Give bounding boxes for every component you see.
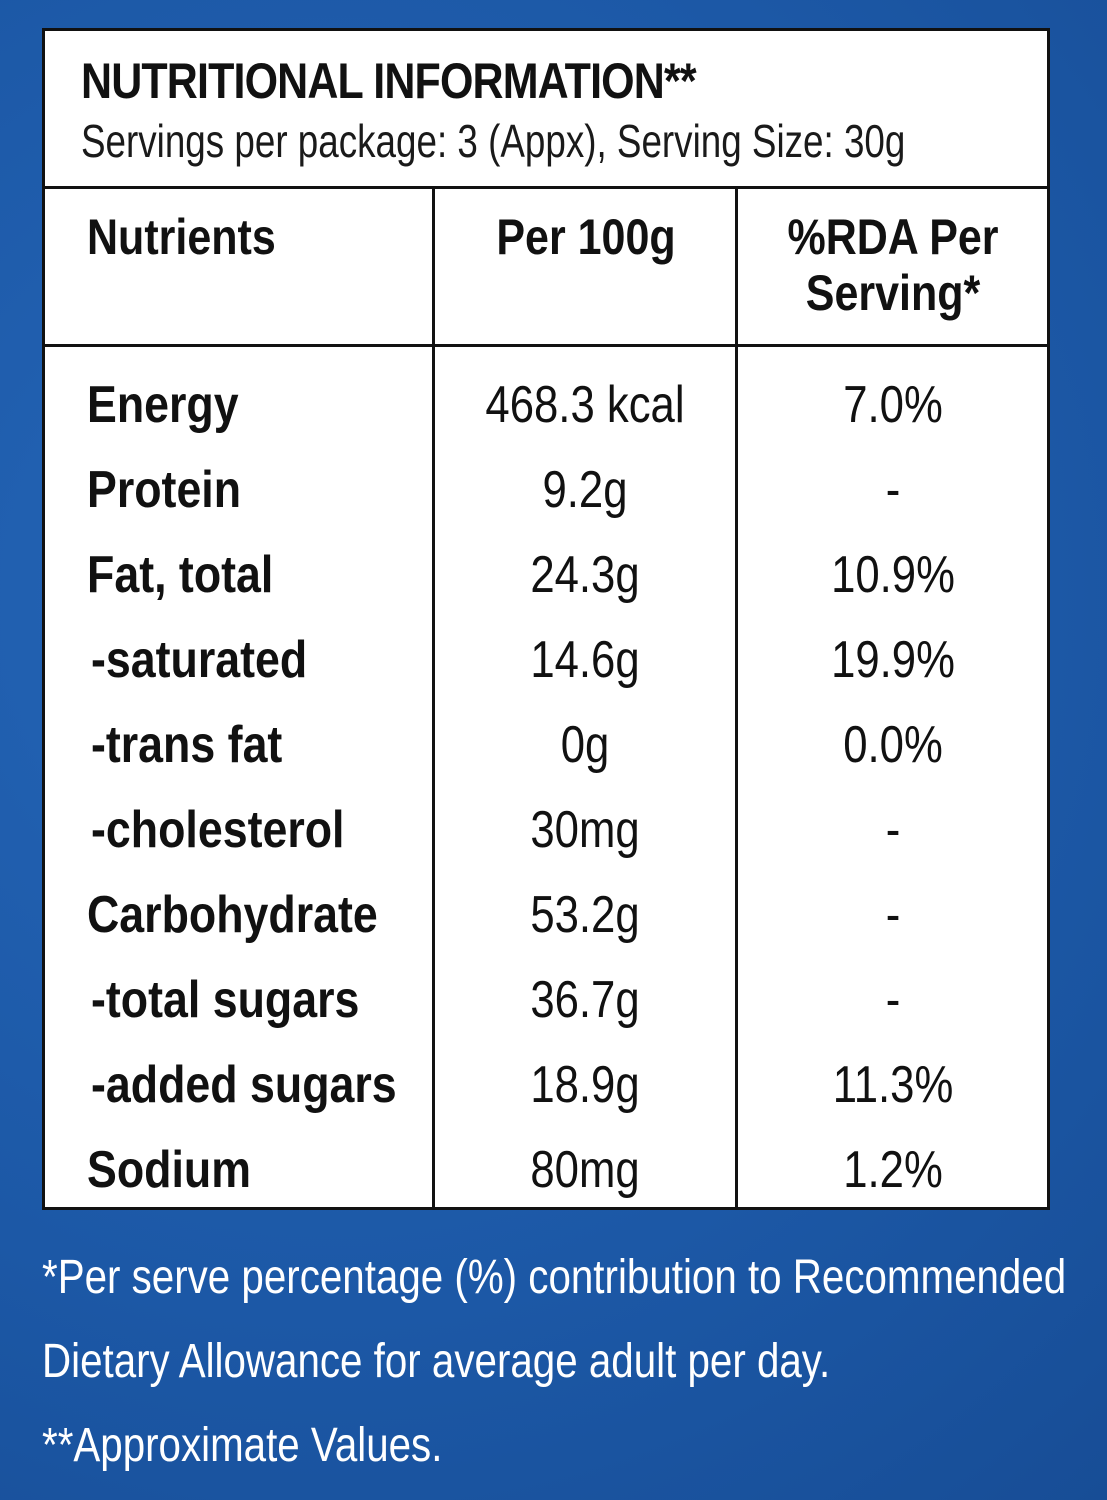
table-row: -cholesterol 30mg -	[45, 788, 1047, 873]
nutrient-name: -cholesterol	[91, 801, 345, 859]
table-row: -added sugars 18.9g 11.3%	[45, 1043, 1047, 1128]
nutrient-per-100g: 9.2g	[542, 461, 628, 519]
nutrient-per-100g: 80mg	[530, 1141, 640, 1199]
nutrient-rda: 0.0%	[843, 716, 943, 774]
table-row: -total sugars 36.7g -	[45, 958, 1047, 1043]
nutrient-rda: 10.9%	[831, 546, 955, 604]
nutrient-rda: 11.3%	[832, 1056, 954, 1114]
nutrient-name: Carbohydrate	[87, 886, 378, 944]
nutrient-rows: Energy 468.3 kcal 7.0% Protein 9.2g - Fa…	[45, 347, 1047, 1213]
table-header: NUTRITIONAL INFORMATION** Servings per p…	[45, 31, 1047, 189]
nutrient-name: Protein	[87, 461, 242, 519]
column-divider	[735, 189, 738, 1207]
table-row: -saturated 14.6g 19.9%	[45, 618, 1047, 703]
nutrient-name: -total sugars	[91, 971, 360, 1029]
nutrient-rda: -	[885, 971, 901, 1029]
table-row: -trans fat 0g 0.0%	[45, 703, 1047, 788]
table-row: Energy 468.3 kcal 7.0%	[45, 363, 1047, 448]
nutrient-name: -added sugars	[91, 1056, 397, 1114]
nutrient-per-100g: 53.2g	[530, 886, 640, 944]
table-row: Protein 9.2g -	[45, 448, 1047, 533]
nutrient-per-100g: 24.3g	[530, 546, 640, 604]
nutrient-per-100g: 0g	[560, 716, 610, 774]
nutrient-per-100g: 18.9g	[530, 1056, 640, 1114]
nutrition-table: NUTRITIONAL INFORMATION** Servings per p…	[42, 28, 1050, 1210]
nutrient-rda: 7.0%	[843, 376, 943, 434]
column-header-rda: %RDA Per Serving*	[760, 209, 1027, 321]
nutrient-per-100g: 30mg	[530, 801, 640, 859]
nutrient-per-100g: 36.7g	[530, 971, 640, 1029]
footnotes: *Per serve percentage (%) contribution t…	[42, 1236, 1082, 1488]
nutrient-rda: -	[885, 886, 901, 944]
nutrient-rda: 19.9%	[831, 631, 955, 689]
column-header-rda-line1: %RDA Per	[787, 209, 999, 265]
column-header-rda-line2: Serving*	[805, 265, 981, 321]
serving-info: Servings per package: 3 (Appx), Serving …	[81, 115, 906, 167]
column-header-per-100g: Per 100g	[496, 209, 676, 265]
table-row: Sodium 80mg 1.2%	[45, 1128, 1047, 1213]
footnote-approximate: **Approximate Values.	[42, 1419, 443, 1472]
nutrient-rda: 1.2%	[843, 1141, 943, 1199]
nutrient-rda: -	[885, 461, 901, 519]
nutrient-name: -trans fat	[91, 716, 283, 774]
column-divider	[432, 189, 435, 1207]
column-header-row: Nutrients Per 100g %RDA Per Serving*	[45, 189, 1047, 347]
nutrient-name: Sodium	[87, 1141, 251, 1199]
nutrient-name: Fat, total	[87, 546, 274, 604]
table-row: Fat, total 24.3g 10.9%	[45, 533, 1047, 618]
footnote-rda-line1: *Per serve percentage (%) contribution t…	[42, 1251, 1067, 1304]
nutrient-name: Energy	[87, 376, 239, 434]
table-row: Carbohydrate 53.2g -	[45, 873, 1047, 958]
nutrient-rda: -	[885, 801, 901, 859]
footnote-rda-line2: Dietary Allowance for average adult per …	[42, 1335, 831, 1388]
nutrient-per-100g: 468.3 kcal	[485, 376, 685, 434]
nutrient-name: -saturated	[91, 631, 308, 689]
table-title: NUTRITIONAL INFORMATION**	[81, 53, 697, 109]
nutrient-per-100g: 14.6g	[530, 631, 640, 689]
column-header-nutrients: Nutrients	[87, 209, 276, 265]
